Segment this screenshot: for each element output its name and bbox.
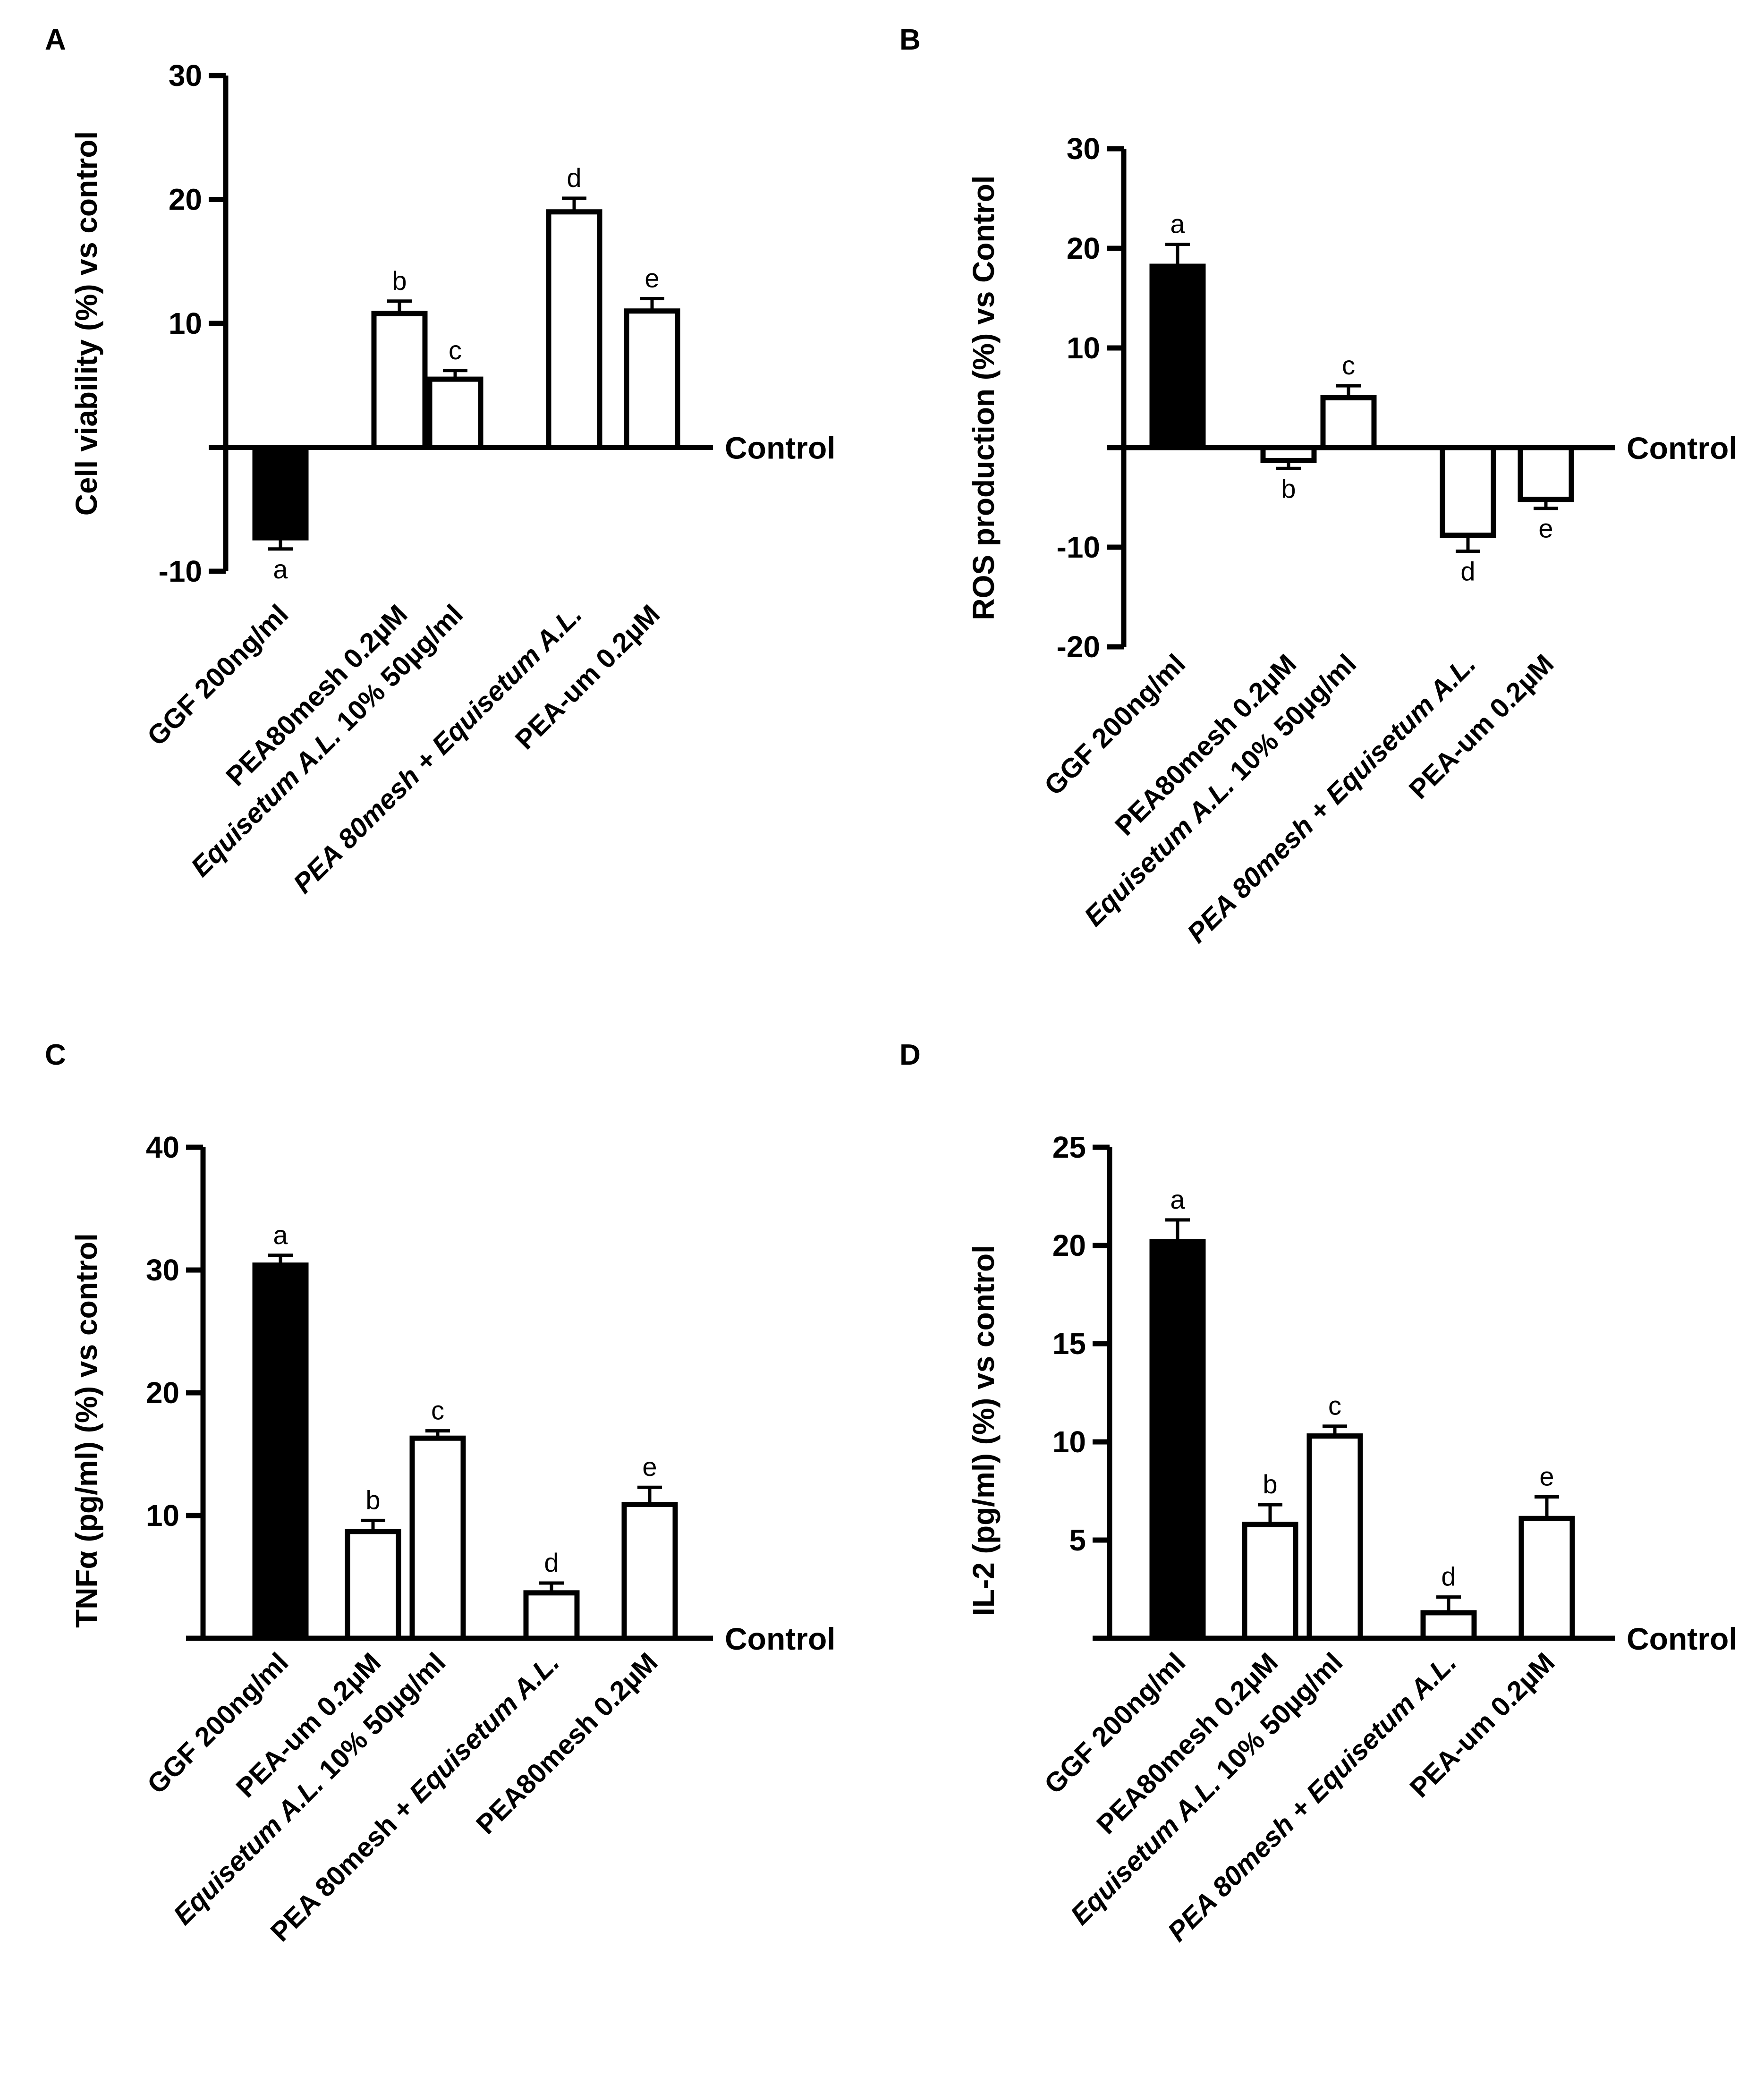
bar-d <box>546 209 602 450</box>
bar-c <box>1320 395 1377 450</box>
y-tick-label: 30 <box>1067 132 1100 166</box>
significance-letter: b <box>1263 1469 1277 1499</box>
category-label: PEA80mesh 0.2µM <box>470 1647 663 1840</box>
significance-letter: e <box>645 263 659 293</box>
significance-letter: b <box>1281 474 1296 503</box>
significance-letter: a <box>1170 1185 1185 1214</box>
bar-b <box>1242 1522 1298 1641</box>
y-tick-label: 10 <box>1052 1425 1086 1459</box>
y-tick-label: -20 <box>1057 630 1101 664</box>
chart-panel-b: B 30 20 10 -10 -20 Control ROS production (%) v… <box>899 24 1738 949</box>
control-label: Control <box>725 1621 836 1656</box>
bar-b <box>345 1529 401 1641</box>
y-tick-label: -10 <box>159 554 203 588</box>
significance-letter: d <box>1441 1562 1456 1592</box>
y-axis-title: IL-2 (pg/ml) (%) vs control <box>967 1245 1001 1616</box>
y-tick-label: -10 <box>1057 530 1101 564</box>
panel-label: B <box>899 24 921 56</box>
y-tick-label: 30 <box>169 59 202 93</box>
y-tick-label: 25 <box>1052 1130 1086 1164</box>
significance-letter: b <box>365 1485 380 1515</box>
y-tick-label: 40 <box>146 1130 179 1164</box>
y-tick-label: 5 <box>1069 1523 1086 1557</box>
y-tick-label: 10 <box>146 1499 179 1533</box>
significance-letter: d <box>1460 556 1475 586</box>
y-tick-label: 20 <box>169 183 202 217</box>
chart-panel-a: A 30 20 10 -10 Control Cell viability (%) vs c… <box>45 24 836 899</box>
y-tick-label: 10 <box>169 306 202 340</box>
chart-panel-d: D 25 20 15 10 5 Control IL-2 (pg/ml) (%) vs con… <box>899 1039 1738 1948</box>
category-label: PEA-um 0.2µM <box>1403 648 1560 805</box>
significance-letter: d <box>544 1548 559 1577</box>
bar-a <box>1149 263 1206 450</box>
bar-e <box>1518 1516 1575 1641</box>
bar-d <box>523 1590 580 1641</box>
significance-letter: a <box>273 1220 288 1250</box>
y-tick-label: 15 <box>1052 1327 1086 1361</box>
significance-letter: b <box>392 266 407 296</box>
bar-e <box>621 1502 678 1641</box>
significance-letter: c <box>431 1396 444 1425</box>
bar-e <box>1518 445 1574 502</box>
category-label: PEA-um 0.2µM <box>509 599 666 755</box>
y-axis-title: TNFα (pg/ml) (%) vs control <box>69 1233 103 1628</box>
bar-c <box>427 376 483 450</box>
bar-a <box>252 445 309 541</box>
chart-panel-c: C 40 30 20 10 Control TNFα (pg/ml) (%) vs cont… <box>45 1039 836 1948</box>
bar-e <box>624 308 680 450</box>
control-label: Control <box>1627 1621 1738 1656</box>
y-axis-title: Cell viability (%) vs control <box>69 131 103 516</box>
bar-d <box>1440 445 1496 538</box>
significance-letter: d <box>567 163 581 193</box>
significance-letter: a <box>1170 209 1185 239</box>
bar-c <box>1306 1433 1363 1641</box>
bar-b <box>1260 445 1317 463</box>
bar-a <box>252 1262 309 1641</box>
y-tick-label: 20 <box>1067 231 1100 265</box>
bar-b <box>371 311 428 450</box>
significance-letter: e <box>642 1452 657 1482</box>
panel-label: C <box>45 1039 66 1071</box>
significance-letter: c <box>1328 1391 1341 1421</box>
significance-letter: a <box>273 554 288 584</box>
bar-d <box>1420 1610 1477 1641</box>
control-label: Control <box>1627 431 1738 466</box>
y-tick-label: 10 <box>1067 331 1100 365</box>
control-label: Control <box>725 431 836 466</box>
y-axis-title: ROS production (%) vs Control <box>967 175 1001 620</box>
bar-a <box>1149 1239 1206 1641</box>
y-tick-label: 30 <box>146 1253 179 1287</box>
bar-c <box>409 1435 466 1641</box>
significance-letter: c <box>1342 350 1355 380</box>
panel-label: D <box>899 1039 921 1071</box>
panel-label: A <box>45 24 66 56</box>
significance-letter: c <box>449 335 462 365</box>
y-tick-label: 20 <box>1052 1228 1086 1262</box>
significance-letter: e <box>1538 514 1553 543</box>
y-tick-label: 20 <box>146 1376 179 1410</box>
significance-letter: e <box>1539 1461 1554 1491</box>
